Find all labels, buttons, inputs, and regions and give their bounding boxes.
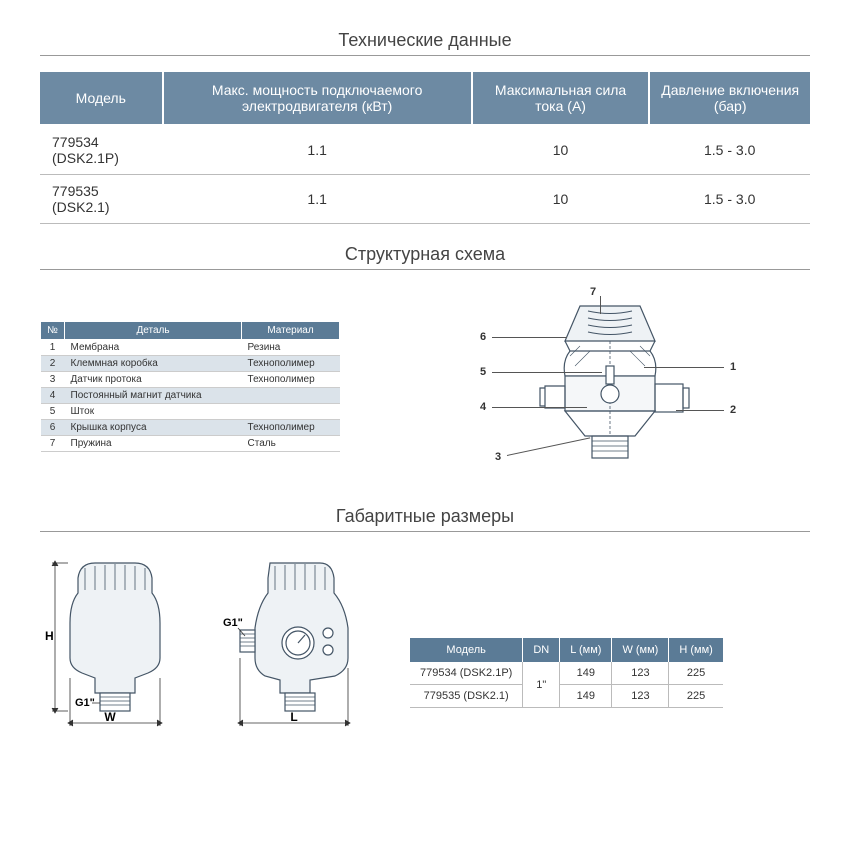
dimensions-table: Модель DN L (мм) W (мм) H (мм) 779534 (D… [410, 638, 723, 708]
table-row: 2Клеммная коробкаТехнополимер [41, 355, 340, 371]
cross-section-diagram: 1 2 3 4 5 6 7 [380, 286, 810, 486]
cell: 779535 (DSK2.1) [410, 685, 523, 708]
cell: 1.1 [163, 175, 472, 224]
cell [242, 387, 340, 403]
callout-2: 2 [730, 404, 736, 416]
callout-6: 6 [480, 331, 486, 343]
section-title-struct: Структурная схема [40, 244, 810, 265]
cell: 225 [669, 662, 723, 685]
tech-col-1: Макс. мощность подключаемого электродвиг… [163, 72, 472, 125]
dim-G1b: G1" [223, 617, 243, 629]
callout-7: 7 [590, 286, 596, 298]
dimensional-drawings: H G1" W [40, 548, 380, 728]
cell: 779534 (DSK2.1P) [410, 662, 523, 685]
table-row: 779534 (DSK2.1P) 1.1 10 1.5 - 3.0 [40, 125, 810, 175]
dim-G1a: G1" [75, 697, 95, 709]
table-row: 779535 (DSK2.1) 1.1 10 1.5 - 3.0 [40, 175, 810, 224]
cell: 779534 (DSK2.1P) [40, 125, 163, 175]
tech-table: Модель Макс. мощность подключаемого элек… [40, 72, 810, 224]
cell: 149 [560, 662, 612, 685]
tech-col-3: Давление включения (бар) [649, 72, 810, 125]
dim-W: W [104, 710, 116, 724]
cell: 123 [612, 685, 669, 708]
cell: Постоянный магнит датчика [65, 387, 242, 403]
callout-4: 4 [480, 401, 486, 413]
cell: 7 [41, 435, 65, 451]
cell: 1.1 [163, 125, 472, 175]
divider [40, 55, 810, 56]
cell: 3 [41, 371, 65, 387]
cell: Клеммная коробка [65, 355, 242, 371]
cell: 123 [612, 662, 669, 685]
dim-col-4: H (мм) [669, 638, 723, 662]
cell: Технополимер [242, 371, 340, 387]
table-row: 3Датчик протокаТехнополимер [41, 371, 340, 387]
divider [40, 269, 810, 270]
table-row: 5Шток [41, 403, 340, 419]
cell: 1" [523, 662, 560, 708]
dim-col-3: W (мм) [612, 638, 669, 662]
cell: 149 [560, 685, 612, 708]
cell: Технополимер [242, 419, 340, 435]
section-title-tech: Технические данные [40, 30, 810, 51]
dim-L: L [290, 710, 297, 724]
cell: Пружина [65, 435, 242, 451]
divider [40, 531, 810, 532]
dim-col-1: DN [523, 638, 560, 662]
dim-col-0: Модель [410, 638, 523, 662]
cell: 225 [669, 685, 723, 708]
table-row: 7ПружинаСталь [41, 435, 340, 451]
callout-1: 1 [730, 361, 736, 373]
parts-col-mat: Материал [242, 321, 340, 339]
table-row: 779535 (DSK2.1) 149 123 225 [410, 685, 723, 708]
callout-5: 5 [480, 366, 486, 378]
dim-col-2: L (мм) [560, 638, 612, 662]
cell: Резина [242, 339, 340, 355]
cell: 6 [41, 419, 65, 435]
table-row: 1МембранаРезина [41, 339, 340, 355]
table-row: 4Постоянный магнит датчика [41, 387, 340, 403]
parts-col-part: Деталь [65, 321, 242, 339]
dim-H: H [45, 629, 54, 643]
parts-col-num: № [41, 321, 65, 339]
cell: Мембрана [65, 339, 242, 355]
cell: Технополимер [242, 355, 340, 371]
table-row: 6Крышка корпусаТехнополимер [41, 419, 340, 435]
cell: 4 [41, 387, 65, 403]
cell: Датчик протока [65, 371, 242, 387]
cell: 5 [41, 403, 65, 419]
cell: 10 [472, 125, 650, 175]
parts-table: № Деталь Материал 1МембранаРезина2Клеммн… [40, 321, 340, 452]
section-title-dims: Габаритные размеры [40, 506, 810, 527]
cell: 10 [472, 175, 650, 224]
cell: 2 [41, 355, 65, 371]
tech-col-2: Максимальная сила тока (А) [472, 72, 650, 125]
cell: 779535 (DSK2.1) [40, 175, 163, 224]
cell: Крышка корпуса [65, 419, 242, 435]
tech-col-0: Модель [40, 72, 163, 125]
table-row: 779534 (DSK2.1P) 1" 149 123 225 [410, 662, 723, 685]
cell: 1 [41, 339, 65, 355]
cell: 1.5 - 3.0 [649, 175, 810, 224]
cell: Сталь [242, 435, 340, 451]
cell [242, 403, 340, 419]
callout-3: 3 [495, 451, 501, 463]
cell: 1.5 - 3.0 [649, 125, 810, 175]
cell: Шток [65, 403, 242, 419]
